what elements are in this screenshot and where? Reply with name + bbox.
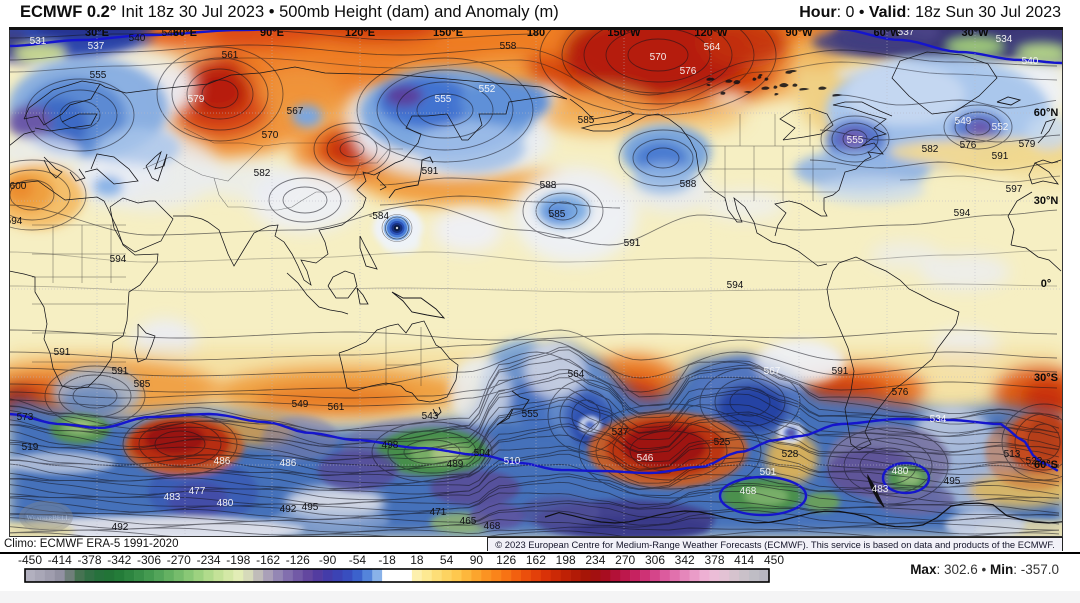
svg-text:585: 585 <box>134 379 151 390</box>
svg-text:537: 537 <box>88 41 105 52</box>
svg-text:582: 582 <box>254 168 271 179</box>
svg-text:579: 579 <box>1019 139 1036 150</box>
svg-text:576: 576 <box>892 387 909 398</box>
svg-text:531: 531 <box>30 36 47 47</box>
svg-text:483: 483 <box>872 484 889 495</box>
svg-text:558: 558 <box>500 41 517 52</box>
svg-text:591: 591 <box>112 366 129 377</box>
svg-text:471: 471 <box>430 507 447 518</box>
svg-text:594: 594 <box>9 216 23 227</box>
svg-text:594: 594 <box>954 208 971 219</box>
svg-text:0°: 0° <box>1041 278 1052 290</box>
svg-text:534: 534 <box>930 414 947 425</box>
svg-text:495: 495 <box>944 476 961 487</box>
svg-text:597: 597 <box>1006 184 1023 195</box>
svg-text:591: 591 <box>422 166 439 177</box>
svg-text:591: 591 <box>54 347 71 358</box>
svg-text:555: 555 <box>522 409 539 420</box>
svg-text:591: 591 <box>832 366 849 377</box>
svg-text:555: 555 <box>847 135 864 146</box>
svg-text:588: 588 <box>540 180 557 191</box>
svg-text:564: 564 <box>568 369 585 380</box>
svg-text:537: 537 <box>898 27 915 38</box>
svg-text:501: 501 <box>760 467 777 478</box>
svg-text:561: 561 <box>222 50 239 61</box>
svg-text:543: 543 <box>162 28 179 39</box>
svg-text:594: 594 <box>727 280 744 291</box>
svg-text:492: 492 <box>280 504 297 515</box>
svg-text:483: 483 <box>164 492 181 503</box>
svg-text:579: 579 <box>188 94 205 105</box>
svg-text:30°S: 30°S <box>1034 372 1058 384</box>
svg-text:564: 564 <box>704 42 721 53</box>
svg-text:468: 468 <box>740 486 757 497</box>
svg-text:492: 492 <box>112 522 129 533</box>
svg-text:555: 555 <box>435 94 452 105</box>
svg-text:540: 540 <box>1022 56 1039 67</box>
svg-text:552: 552 <box>992 122 1009 133</box>
svg-text:465: 465 <box>460 516 477 527</box>
svg-text:528: 528 <box>782 449 799 460</box>
svg-text:594: 594 <box>110 254 127 265</box>
svg-text:600: 600 <box>10 181 27 192</box>
svg-text:549: 549 <box>292 399 309 410</box>
svg-text:480: 480 <box>217 498 234 509</box>
svg-text:555: 555 <box>90 70 107 81</box>
svg-text:60°S: 60°S <box>1034 459 1058 471</box>
svg-text:537: 537 <box>612 427 629 438</box>
svg-text:546: 546 <box>637 453 654 464</box>
svg-text:534: 534 <box>996 34 1013 45</box>
svg-text:576: 576 <box>960 140 977 151</box>
svg-text:504: 504 <box>474 448 491 459</box>
svg-text:576: 576 <box>680 66 697 77</box>
svg-text:498: 498 <box>382 440 399 451</box>
svg-text:552: 552 <box>479 84 496 95</box>
svg-text:WEATHERBELL: WEATHERBELL <box>26 514 69 522</box>
svg-text:468: 468 <box>484 521 501 532</box>
svg-text:585: 585 <box>549 209 566 220</box>
svg-text:540: 540 <box>129 33 146 44</box>
svg-text:567: 567 <box>287 106 304 117</box>
svg-text:588: 588 <box>680 179 697 190</box>
svg-text:522: 522 <box>1026 456 1043 467</box>
svg-text:525: 525 <box>714 437 731 448</box>
svg-text:582: 582 <box>922 144 939 155</box>
svg-text:561: 561 <box>328 402 345 413</box>
svg-text:486: 486 <box>214 456 231 467</box>
svg-text:30°N: 30°N <box>1034 195 1059 207</box>
svg-text:585: 585 <box>578 115 595 126</box>
svg-text:60°N: 60°N <box>1034 107 1059 119</box>
svg-text:-584: -584 <box>369 211 389 222</box>
svg-text:477: 477 <box>189 486 206 497</box>
svg-text:567: 567 <box>764 366 781 377</box>
svg-text:591: 591 <box>992 151 1009 162</box>
svg-text:543: 543 <box>422 411 439 422</box>
svg-text:573: 573 <box>17 412 34 423</box>
svg-text:486: 486 <box>280 458 297 469</box>
svg-text:591: 591 <box>624 238 641 249</box>
svg-text:510: 510 <box>504 456 521 467</box>
svg-text:570: 570 <box>262 130 279 141</box>
svg-text:519: 519 <box>22 442 39 453</box>
svg-text:549: 549 <box>955 116 972 127</box>
svg-text:495: 495 <box>302 502 319 513</box>
svg-text:570: 570 <box>650 52 667 63</box>
svg-text:489: 489 <box>447 459 464 470</box>
svg-text:480: 480 <box>892 466 909 477</box>
svg-text:513: 513 <box>1004 449 1021 460</box>
